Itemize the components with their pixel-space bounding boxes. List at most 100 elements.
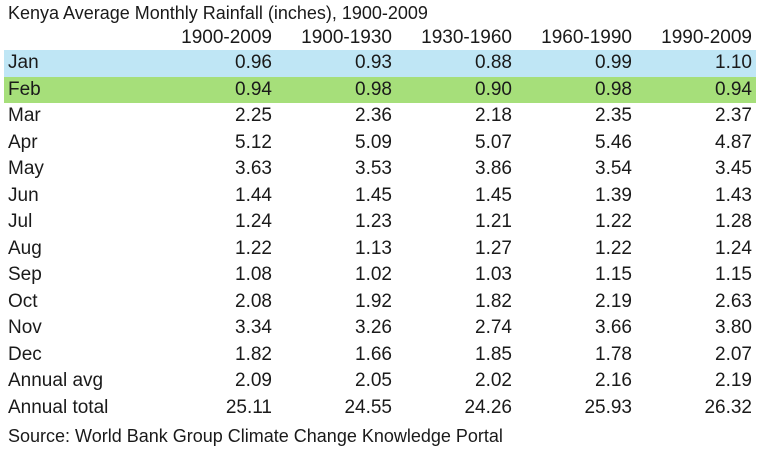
table-cell: 1.22 xyxy=(595,211,632,233)
table-cell: 1.21 xyxy=(475,211,512,233)
table-cell: 0.94 xyxy=(715,78,752,100)
table-row: Jan 0.96 0.93 0.88 0.99 1.10 xyxy=(4,50,756,77)
header-row: 1900-2009 1900-1930 1930-1960 1960-1990 1990… xyxy=(4,25,756,50)
table-cell: 2.36 xyxy=(355,105,392,127)
table-cell: 3.53 xyxy=(355,158,392,180)
row-label: Annual total xyxy=(8,396,109,418)
column-header: 1960-1990 xyxy=(541,26,632,48)
table-row: Nov 3.34 3.26 2.74 3.66 3.80 xyxy=(4,315,756,342)
row-label: Apr xyxy=(8,131,38,153)
table-cell: 1.23 xyxy=(355,211,392,233)
table-row: Annual avg 2.09 2.05 2.02 2.16 2.19 xyxy=(4,368,756,395)
row-label: Jul xyxy=(8,211,33,233)
row-label: May xyxy=(8,158,44,180)
table-cell: 1.08 xyxy=(235,264,272,286)
column-header: 1900-2009 xyxy=(181,26,272,48)
table-cell: 1.28 xyxy=(715,211,752,233)
table-cell: 0.99 xyxy=(595,52,632,74)
table-row: Oct 2.08 1.92 1.82 2.19 2.63 xyxy=(4,289,756,316)
table-cell: 2.09 xyxy=(235,370,272,392)
table-cell: 5.07 xyxy=(475,131,512,153)
table-cell: 5.12 xyxy=(235,131,272,153)
table-row: Sep 1.08 1.02 1.03 1.15 1.15 xyxy=(4,262,756,289)
table-cell: 1.03 xyxy=(475,264,512,286)
table-cell: 3.66 xyxy=(595,317,632,339)
row-label: Dec xyxy=(8,343,42,365)
table-cell: 1.92 xyxy=(355,290,392,312)
source-note: Source: World Bank Group Climate Change … xyxy=(8,426,503,446)
table-cell: 3.86 xyxy=(475,158,512,180)
table-cell: 2.19 xyxy=(595,290,632,312)
table-cell: 25.11 xyxy=(225,396,272,418)
table-cell: 3.63 xyxy=(235,158,272,180)
table-row: Jul 1.24 1.23 1.21 1.22 1.28 xyxy=(4,209,756,236)
table-cell: 3.34 xyxy=(235,317,272,339)
table-cell: 3.80 xyxy=(715,317,752,339)
table-cell: 2.19 xyxy=(715,370,752,392)
table-cell: 24.26 xyxy=(464,396,512,418)
table-cell: 2.74 xyxy=(475,317,512,339)
column-header: 1930-1960 xyxy=(421,26,512,48)
table-cell: 2.16 xyxy=(595,370,632,392)
table-cell: 26.32 xyxy=(704,396,752,418)
table-cell: 1.45 xyxy=(475,184,512,206)
table-row: May 3.63 3.53 3.86 3.54 3.45 xyxy=(4,156,756,183)
column-header: 1990-2009 xyxy=(661,26,752,48)
table-cell: 2.18 xyxy=(475,105,512,127)
table-cell: 0.96 xyxy=(235,52,272,74)
table-cell: 1.13 xyxy=(355,237,392,259)
table-row: Mar 2.25 2.36 2.18 2.35 2.37 xyxy=(4,103,756,130)
table-cell: 1.78 xyxy=(595,343,632,365)
table-cell: 1.10 xyxy=(715,52,752,74)
table-cell: 1.44 xyxy=(235,184,272,206)
row-label: Nov xyxy=(8,317,42,339)
table-cell: 24.55 xyxy=(344,396,392,418)
table-cell: 1.85 xyxy=(475,343,512,365)
table-cell: 2.02 xyxy=(475,370,512,392)
table-cell: 0.98 xyxy=(595,78,632,100)
row-label: Mar xyxy=(8,105,41,127)
table-cell: 1.27 xyxy=(475,237,512,259)
table-cell: 1.22 xyxy=(595,237,632,259)
table-cell: 2.25 xyxy=(235,105,272,127)
row-label: Jun xyxy=(8,184,39,206)
table-cell: 1.43 xyxy=(715,184,752,206)
table-row: Feb 0.94 0.98 0.90 0.98 0.94 xyxy=(4,76,756,103)
table-cell: 1.22 xyxy=(235,237,272,259)
table-cell: 2.63 xyxy=(715,290,752,312)
row-label: Sep xyxy=(8,264,42,286)
table-cell: 2.37 xyxy=(715,105,752,127)
row-label: Feb xyxy=(8,78,41,100)
table-cell: 4.87 xyxy=(715,131,752,153)
table-row: Annual total 25.11 24.55 24.26 25.93 26.32 xyxy=(4,395,756,422)
table-cell: 25.93 xyxy=(584,396,632,418)
table-cell: 3.26 xyxy=(355,317,392,339)
table-cell: 3.45 xyxy=(715,158,752,180)
table-cell: 1.45 xyxy=(355,184,392,206)
table-cell: 1.02 xyxy=(355,264,392,286)
table-row: Apr 5.12 5.09 5.07 5.46 4.87 xyxy=(4,130,756,157)
table-cell: 1.82 xyxy=(475,290,512,312)
table-cell: 1.39 xyxy=(595,184,632,206)
table-cell: 2.05 xyxy=(355,370,392,392)
row-label: Jan xyxy=(8,52,39,74)
row-label: Aug xyxy=(8,237,42,259)
table-cell: 1.66 xyxy=(355,343,392,365)
column-header: 1900-1930 xyxy=(301,26,392,48)
table-cell: 5.09 xyxy=(355,131,392,153)
table-cell: 1.24 xyxy=(235,211,272,233)
table-cell: 2.08 xyxy=(235,290,272,312)
row-label: Annual avg xyxy=(8,370,104,392)
table-cell: 0.98 xyxy=(355,78,392,100)
row-label: Oct xyxy=(8,290,38,312)
table-cell: 1.15 xyxy=(715,264,752,286)
table-cell: 5.46 xyxy=(595,131,632,153)
table-cell: 1.82 xyxy=(235,343,272,365)
table-cell: 3.54 xyxy=(595,158,632,180)
table-cell: 0.94 xyxy=(235,78,272,100)
table-title: Kenya Average Monthly Rainfall (inches),… xyxy=(8,3,428,23)
table-row: Jun 1.44 1.45 1.45 1.39 1.43 xyxy=(4,183,756,210)
table-cell: 0.88 xyxy=(475,52,512,74)
rainfall-table: 1900-2009 1900-1930 1930-1960 1960-1990 1990… xyxy=(4,25,756,421)
table-cell: 1.24 xyxy=(715,237,752,259)
